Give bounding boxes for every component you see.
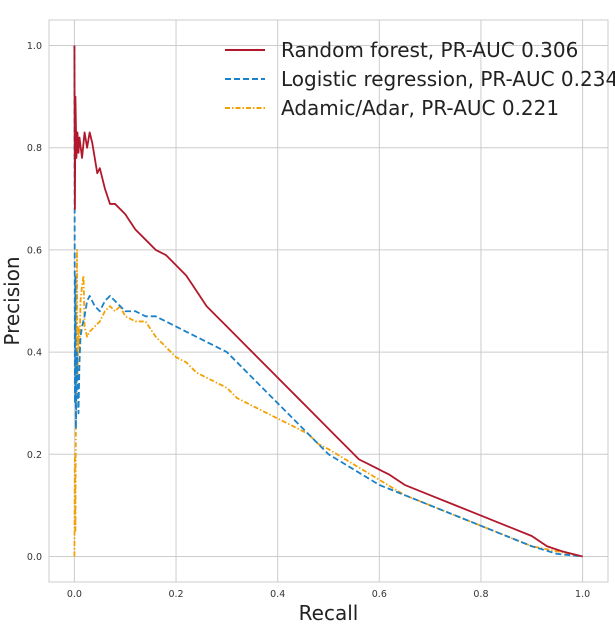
series-lines	[73, 45, 583, 558]
x-tick-label: 0.4	[270, 589, 285, 600]
y-tick-label: 0.4	[27, 348, 42, 359]
legend: Random forest, PR-AUC 0.306 Logistic regr…	[225, 38, 615, 120]
series-line-1	[73, 45, 583, 558]
x-tick-label: 0.6	[372, 589, 387, 600]
grid	[49, 20, 608, 582]
series-line-3	[73, 249, 583, 558]
x-tick-label: 0.8	[473, 589, 488, 600]
x-tick-label: 1.0	[575, 589, 590, 600]
series-line-2	[73, 45, 583, 558]
y-tick-labels: 0.0 0.2 0.4 0.6 0.8 1.0	[27, 41, 42, 563]
x-axis-title: Recall	[299, 601, 359, 625]
y-tick-label: 1.0	[27, 41, 42, 52]
legend-label: Random forest, PR-AUC 0.306	[281, 38, 578, 62]
x-tick-labels: 0.0 0.2 0.4 0.6 0.8 1.0	[67, 589, 590, 600]
legend-label: Adamic/Adar, PR-AUC 0.221	[281, 96, 559, 120]
y-tick-label: 0.0	[27, 552, 42, 563]
x-tick-label: 0.0	[67, 589, 82, 600]
y-tick-label: 0.8	[27, 143, 42, 154]
y-tick-label: 0.2	[27, 450, 42, 461]
plot-frame	[48, 19, 609, 583]
y-tick-label: 0.6	[27, 245, 42, 256]
x-tick-label: 0.2	[168, 589, 183, 600]
y-axis-title: Precision	[0, 256, 24, 345]
legend-label: Logistic regression, PR-AUC 0.234	[281, 67, 615, 91]
